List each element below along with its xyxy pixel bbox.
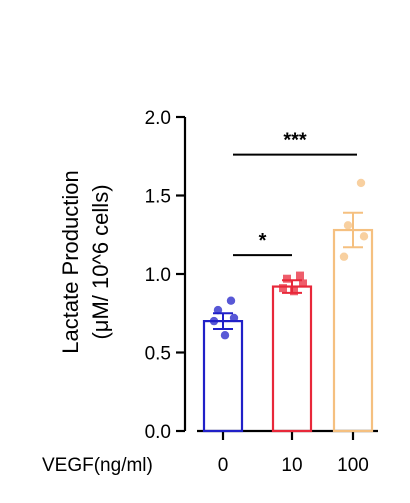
data-point <box>290 287 298 296</box>
y-tick-label: 1.5 <box>145 187 171 208</box>
data-points <box>209 178 369 340</box>
data-point <box>339 252 349 261</box>
data-point <box>359 232 369 241</box>
x-axis: 0 10 100 <box>197 429 378 476</box>
y-tick-label: 1.0 <box>145 265 171 286</box>
data-point <box>226 296 236 305</box>
y-tick-label: 2.0 <box>145 108 171 129</box>
data-point <box>220 331 230 340</box>
y-tick-label: 0.0 <box>145 422 171 443</box>
data-point <box>213 305 223 315</box>
y-tick-label: 0.5 <box>145 344 171 365</box>
significance-label: * <box>259 230 267 252</box>
y-axis-title-line1: Lactate Production <box>58 170 83 353</box>
x-tick-label: 0 <box>218 455 229 476</box>
x-axis-title: VEGF(ng/ml) <box>42 455 153 476</box>
y-axis-title-line2: (μM/ 10^6 cells) <box>88 184 113 339</box>
data-point <box>296 271 304 280</box>
significance-brackets: **** <box>233 130 357 257</box>
significance-label: *** <box>283 130 307 152</box>
data-point <box>356 178 366 188</box>
x-tick-label: 10 <box>281 455 302 476</box>
bars <box>202 211 374 433</box>
data-point <box>229 313 239 323</box>
data-point <box>283 274 291 283</box>
bar <box>271 285 313 433</box>
x-tick-label: 100 <box>337 455 369 476</box>
data-point <box>343 221 353 230</box>
bar <box>332 228 374 433</box>
data-point <box>209 316 219 326</box>
y-axis: 0.0 0.5 1.0 1.5 2.0 <box>145 108 187 443</box>
data-point <box>299 279 307 288</box>
data-point <box>279 284 287 293</box>
